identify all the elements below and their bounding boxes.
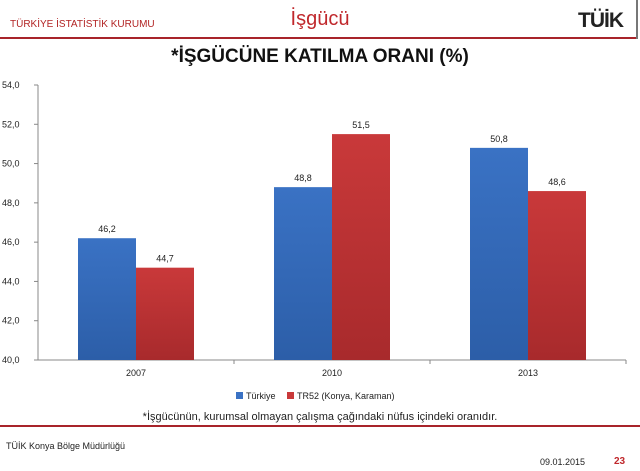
data-label: 46,2 [98, 224, 116, 234]
legend-swatch [287, 392, 294, 399]
organization-name: TÜRKİYE İSTATİSTİK KURUMU [10, 19, 155, 30]
footer-date: 09.01.2015 [540, 457, 586, 467]
header-border [636, 0, 638, 39]
y-tick-label: 42,0 [2, 316, 20, 326]
x-tick-label: 2007 [126, 368, 146, 378]
page-number: 23 [614, 456, 626, 467]
bar-türkiye-2010 [274, 187, 332, 360]
data-label: 50,8 [490, 134, 508, 144]
data-label: 48,8 [294, 173, 312, 183]
bar-tr52-2013 [528, 191, 586, 360]
section-title: İşgücü [290, 8, 350, 30]
legend-label: TR52 (Konya, Karaman) [297, 391, 395, 401]
legend-label: Türkiye [246, 391, 276, 401]
data-label: 44,7 [156, 254, 174, 264]
y-tick-label: 48,0 [2, 198, 20, 208]
y-tick-label: 46,0 [2, 237, 20, 247]
header-divider [0, 37, 638, 39]
bar-türkiye-2007 [78, 238, 136, 360]
x-tick-label: 2010 [322, 368, 342, 378]
y-tick-label: 52,0 [2, 119, 20, 129]
x-tick-label: 2013 [518, 368, 538, 378]
chart-title: *İŞGÜCÜNE KATILMA ORANI (%) [171, 46, 469, 67]
y-tick-label: 50,0 [2, 159, 20, 169]
data-label: 48,6 [548, 177, 566, 187]
y-tick-label: 44,0 [2, 276, 20, 286]
footer-divider [0, 425, 640, 427]
tuik-logo: TÜİK [578, 9, 624, 32]
footnote: *İşgücünün, kurumsal olmayan çalışma çağ… [142, 411, 498, 423]
bar-türkiye-2013 [470, 147, 528, 360]
bar-chart: 40,0 42,0 44,0 46,0 48,0 50,0 52,0 54,0 2007 46,2… [2, 80, 627, 401]
legend-swatch [236, 392, 243, 399]
footer-office: TÜİK Konya Bölge Müdürlüğü [6, 441, 126, 451]
data-label: 51,5 [352, 120, 370, 130]
y-tick-label: 54,0 [2, 80, 20, 90]
bar-tr52-2010 [332, 134, 390, 360]
bar-tr52-2007 [136, 267, 194, 360]
y-tick-label: 40,0 [2, 355, 20, 365]
